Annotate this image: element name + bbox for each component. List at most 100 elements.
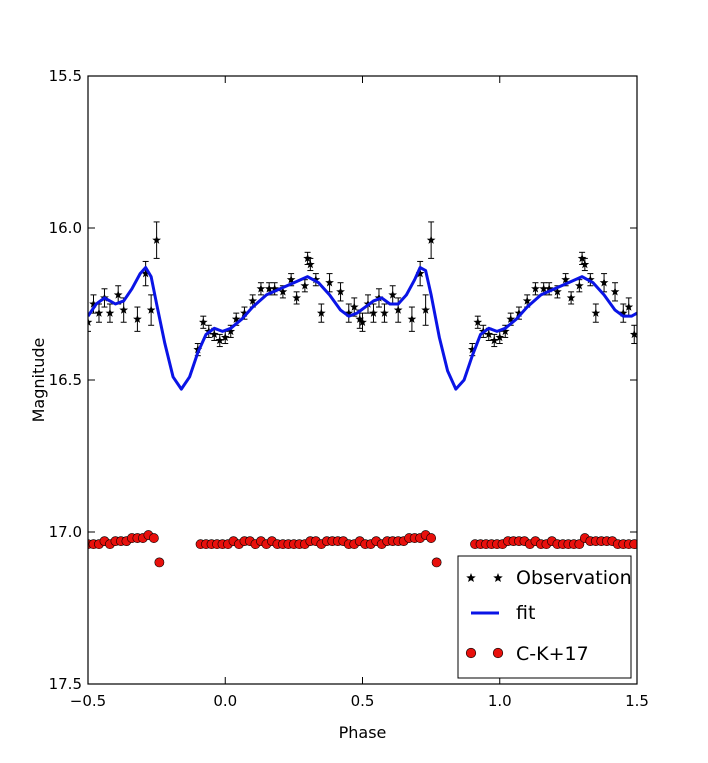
legend-star-icon bbox=[493, 573, 503, 583]
y-tick-label: 16.0 bbox=[49, 219, 82, 237]
star-marker bbox=[358, 317, 367, 326]
star-marker bbox=[591, 308, 601, 317]
observation-point bbox=[407, 306, 417, 332]
star-marker bbox=[618, 308, 628, 317]
star-marker bbox=[141, 269, 151, 278]
star-marker bbox=[89, 299, 98, 308]
star-marker bbox=[336, 287, 345, 296]
star-marker bbox=[473, 317, 483, 326]
observation-point bbox=[152, 221, 161, 259]
observation-point bbox=[415, 260, 425, 287]
y-tick-label: 17.5 bbox=[49, 675, 82, 693]
star-marker bbox=[407, 314, 417, 323]
star-marker bbox=[629, 329, 637, 339]
star-marker bbox=[369, 308, 378, 317]
observation-point bbox=[618, 303, 628, 323]
legend-circle-icon bbox=[492, 647, 504, 659]
observation-point bbox=[344, 303, 354, 323]
observation-point bbox=[629, 324, 637, 345]
star-marker bbox=[349, 302, 359, 311]
star-marker bbox=[152, 235, 161, 244]
star-marker bbox=[415, 269, 425, 278]
star-marker bbox=[305, 259, 315, 269]
star-marker bbox=[215, 335, 225, 345]
star-marker bbox=[580, 259, 590, 269]
model-point bbox=[574, 539, 585, 550]
legend-label-model: C-K+17 bbox=[516, 643, 589, 665]
observation-point bbox=[610, 282, 620, 302]
star-marker bbox=[553, 287, 562, 296]
observation-point bbox=[325, 273, 334, 293]
x-tick-label: 1.0 bbox=[488, 692, 512, 710]
star-marker bbox=[209, 329, 219, 339]
star-marker bbox=[113, 290, 123, 299]
star-marker bbox=[467, 345, 477, 354]
observation-point bbox=[380, 303, 389, 323]
star-marker bbox=[248, 296, 258, 305]
x-axis-label: Phase bbox=[339, 723, 387, 742]
star-marker bbox=[231, 314, 241, 323]
star-marker bbox=[240, 308, 249, 317]
star-marker bbox=[355, 314, 365, 323]
star-marker bbox=[489, 335, 499, 345]
star-marker bbox=[325, 278, 334, 287]
star-marker bbox=[531, 284, 540, 293]
star-marker bbox=[226, 326, 236, 336]
star-marker bbox=[544, 284, 554, 293]
x-tick-label: 0.0 bbox=[213, 692, 237, 710]
star-marker bbox=[599, 278, 609, 287]
observation-point bbox=[531, 282, 540, 296]
star-marker bbox=[270, 284, 280, 293]
star-marker bbox=[146, 305, 156, 314]
observation-point bbox=[292, 291, 301, 305]
star-marker bbox=[585, 275, 595, 284]
y-tick-label: 15.5 bbox=[49, 67, 82, 85]
legend: Observation fit C-K+17 bbox=[457, 555, 632, 679]
legend-label-observation: Observation bbox=[516, 567, 632, 589]
observation-point bbox=[473, 315, 483, 329]
star-marker bbox=[220, 332, 230, 342]
star-marker bbox=[539, 284, 549, 293]
observation-point bbox=[305, 257, 315, 272]
star-marker bbox=[94, 308, 104, 317]
star-marker bbox=[484, 329, 494, 339]
observation-point bbox=[566, 291, 576, 305]
star-marker bbox=[133, 314, 142, 323]
star-marker bbox=[311, 275, 321, 284]
star-marker bbox=[421, 305, 431, 314]
observation-point bbox=[198, 315, 208, 329]
legend-label-fit: fit bbox=[516, 602, 535, 624]
observation-point bbox=[336, 282, 345, 302]
observation-point bbox=[489, 333, 499, 348]
legend-box bbox=[457, 555, 632, 679]
model-point bbox=[426, 533, 437, 543]
model-point bbox=[431, 557, 442, 568]
model-point bbox=[629, 539, 637, 550]
star-marker bbox=[292, 293, 301, 302]
star-marker bbox=[88, 317, 93, 326]
star-marker bbox=[610, 287, 620, 296]
y-tick-label: 16.5 bbox=[49, 371, 82, 389]
star-marker bbox=[105, 308, 115, 317]
model-point bbox=[154, 557, 165, 568]
observation-point bbox=[146, 294, 156, 326]
star-marker bbox=[256, 284, 266, 293]
star-marker bbox=[119, 305, 129, 314]
star-marker bbox=[388, 290, 398, 299]
star-marker bbox=[426, 235, 436, 244]
fit-line bbox=[88, 266, 637, 391]
observation-point bbox=[316, 303, 326, 323]
y-tick-label: 17.0 bbox=[49, 523, 82, 541]
star-marker bbox=[264, 284, 274, 293]
star-marker bbox=[624, 302, 634, 311]
model-point bbox=[148, 533, 159, 543]
legend-circle-icon bbox=[465, 647, 477, 659]
star-marker bbox=[393, 305, 403, 314]
observation-point bbox=[426, 221, 436, 259]
star-marker bbox=[380, 308, 389, 317]
star-marker bbox=[500, 326, 510, 336]
star-marker bbox=[514, 308, 524, 317]
star-marker bbox=[286, 275, 296, 284]
star-marker bbox=[198, 317, 208, 326]
